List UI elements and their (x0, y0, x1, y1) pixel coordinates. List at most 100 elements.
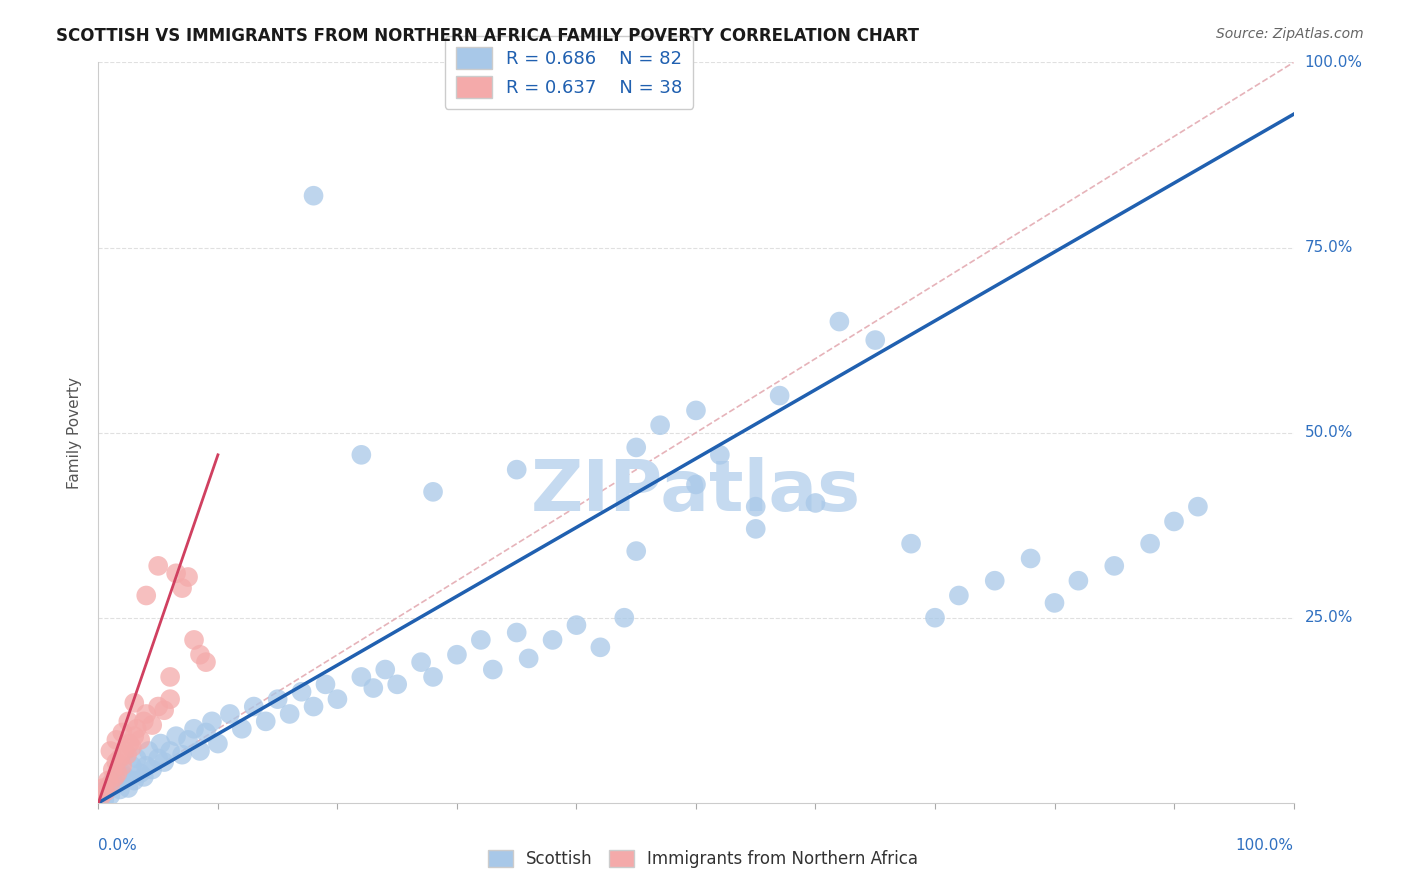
Text: ZIPatlas: ZIPatlas (531, 458, 860, 526)
Point (422, 670, 444, 684)
Point (105, 777, 128, 791)
Point (111, 758, 134, 772)
Y-axis label: Family Poverty: Family Poverty (67, 376, 83, 489)
Point (117, 780, 139, 795)
Point (194, 655, 217, 669)
Point (108, 751, 131, 765)
Point (924, 611, 946, 625)
Point (948, 589, 970, 603)
Point (165, 566, 187, 581)
Point (172, 581, 194, 595)
Point (188, 648, 211, 662)
Text: 100.0%: 100.0% (1236, 838, 1294, 853)
Point (91, 780, 114, 795)
Point (709, 448, 731, 462)
Point (363, 681, 385, 695)
Point (302, 188, 325, 202)
Point (685, 403, 707, 417)
Point (685, 477, 707, 491)
Point (201, 714, 224, 729)
Point (470, 632, 492, 647)
Point (135, 706, 157, 721)
Point (141, 718, 163, 732)
Point (517, 651, 540, 665)
Point (565, 618, 588, 632)
Legend: R = 0.686    N = 82, R = 0.637    N = 38: R = 0.686 N = 82, R = 0.637 N = 38 (444, 36, 693, 109)
Point (153, 755, 176, 769)
Point (93, 792, 115, 806)
Point (267, 692, 290, 706)
Point (114, 770, 136, 784)
Point (132, 770, 155, 784)
Point (172, 747, 194, 762)
Point (111, 725, 134, 739)
Point (153, 703, 176, 717)
Point (124, 696, 146, 710)
Point (135, 758, 157, 772)
Point (183, 722, 205, 736)
Point (1019, 551, 1042, 566)
Point (101, 763, 124, 777)
Point (506, 462, 529, 476)
Point (121, 758, 143, 772)
Point (804, 496, 827, 510)
Point (350, 448, 373, 462)
Point (104, 770, 127, 784)
Point (648, 418, 672, 433)
Point (98, 777, 122, 791)
Point (624, 544, 647, 558)
Text: Source: ZipAtlas.com: Source: ZipAtlas.com (1216, 27, 1364, 41)
Text: SCOTTISH VS IMMIGRANTS FROM NORTHERN AFRICA FAMILY POVERTY CORRELATION CHART: SCOTTISH VS IMMIGRANTS FROM NORTHERN AFR… (56, 27, 920, 45)
Point (97, 780, 120, 795)
Point (177, 570, 200, 584)
Point (1139, 537, 1161, 551)
Point (385, 677, 409, 691)
Point (135, 589, 157, 603)
Point (768, 389, 790, 403)
Point (207, 737, 229, 751)
Point (105, 755, 128, 769)
Point (90, 789, 112, 804)
Point (541, 632, 564, 647)
Point (159, 692, 181, 706)
Point (97, 773, 120, 788)
Point (278, 706, 301, 721)
Point (315, 677, 337, 691)
Point (91, 785, 114, 799)
Point (1043, 596, 1066, 610)
Point (188, 744, 211, 758)
Point (115, 747, 138, 762)
Text: 25.0%: 25.0% (1305, 610, 1353, 625)
Point (148, 699, 170, 714)
Point (589, 640, 612, 655)
Point (129, 766, 152, 780)
Point (105, 732, 128, 747)
Point (138, 744, 160, 758)
Point (422, 484, 444, 499)
Point (624, 441, 647, 455)
Point (446, 648, 468, 662)
Point (900, 537, 922, 551)
Point (1187, 500, 1209, 514)
Point (114, 744, 136, 758)
Point (148, 558, 170, 573)
Point (1067, 574, 1090, 588)
Point (132, 714, 155, 729)
Point (1102, 558, 1125, 573)
Point (101, 773, 124, 788)
Point (194, 725, 217, 739)
Point (108, 782, 131, 797)
Point (117, 714, 139, 729)
Point (745, 500, 768, 514)
Point (148, 751, 170, 765)
Point (411, 655, 433, 669)
Point (745, 522, 768, 536)
Point (159, 670, 181, 684)
Point (1163, 515, 1185, 529)
Point (124, 773, 146, 788)
Point (506, 625, 529, 640)
Text: 75.0%: 75.0% (1305, 240, 1353, 255)
Point (374, 663, 396, 677)
Point (98, 744, 122, 758)
Point (242, 699, 264, 714)
